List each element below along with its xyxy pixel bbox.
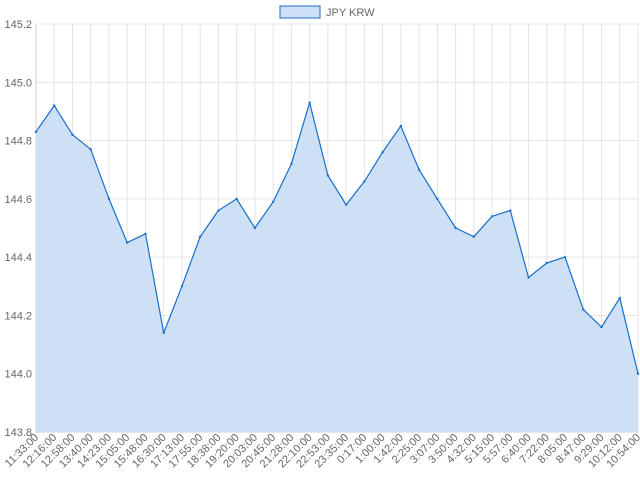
legend-swatch bbox=[280, 6, 320, 18]
y-tick-label: 144.6 bbox=[4, 194, 32, 206]
data-point bbox=[473, 236, 475, 238]
data-point bbox=[418, 169, 420, 171]
data-point bbox=[162, 332, 164, 334]
data-point bbox=[290, 163, 292, 165]
data-point bbox=[527, 276, 529, 278]
data-point bbox=[436, 198, 438, 200]
data-point bbox=[308, 101, 310, 103]
data-point bbox=[199, 236, 201, 238]
y-tick-label: 144.4 bbox=[4, 252, 32, 264]
data-point bbox=[272, 201, 274, 203]
data-point bbox=[345, 203, 347, 205]
data-point bbox=[564, 256, 566, 258]
data-point bbox=[546, 262, 548, 264]
data-point bbox=[600, 326, 602, 328]
y-tick-label: 144.2 bbox=[4, 310, 32, 322]
data-point bbox=[235, 198, 237, 200]
data-point bbox=[491, 215, 493, 217]
data-point bbox=[637, 373, 639, 375]
data-point bbox=[254, 227, 256, 229]
data-point bbox=[400, 125, 402, 127]
data-point bbox=[108, 198, 110, 200]
chart-legend[interactable]: JPY KRW bbox=[280, 6, 375, 19]
data-point bbox=[327, 174, 329, 176]
x-axis-tick-labels: 11:33:0012:16:0012:58:0013:40:0014:23:00… bbox=[3, 432, 640, 471]
data-point bbox=[363, 180, 365, 182]
data-point bbox=[126, 241, 128, 243]
data-point bbox=[509, 209, 511, 211]
y-tick-label: 145.0 bbox=[4, 77, 32, 89]
data-point bbox=[181, 285, 183, 287]
data-point bbox=[582, 308, 584, 310]
series-area-jpy-krw bbox=[36, 103, 638, 432]
data-point bbox=[381, 151, 383, 153]
data-point bbox=[217, 209, 219, 211]
y-tick-label: 144.8 bbox=[4, 136, 32, 148]
data-point bbox=[90, 148, 92, 150]
data-point bbox=[71, 134, 73, 136]
y-tick-label: 145.2 bbox=[4, 19, 32, 31]
data-point bbox=[619, 297, 621, 299]
y-tick-label: 144.0 bbox=[4, 369, 32, 381]
data-point bbox=[144, 233, 146, 235]
data-point bbox=[53, 104, 55, 106]
data-point bbox=[35, 131, 37, 133]
legend-label: JPY KRW bbox=[326, 7, 375, 19]
data-point bbox=[454, 227, 456, 229]
